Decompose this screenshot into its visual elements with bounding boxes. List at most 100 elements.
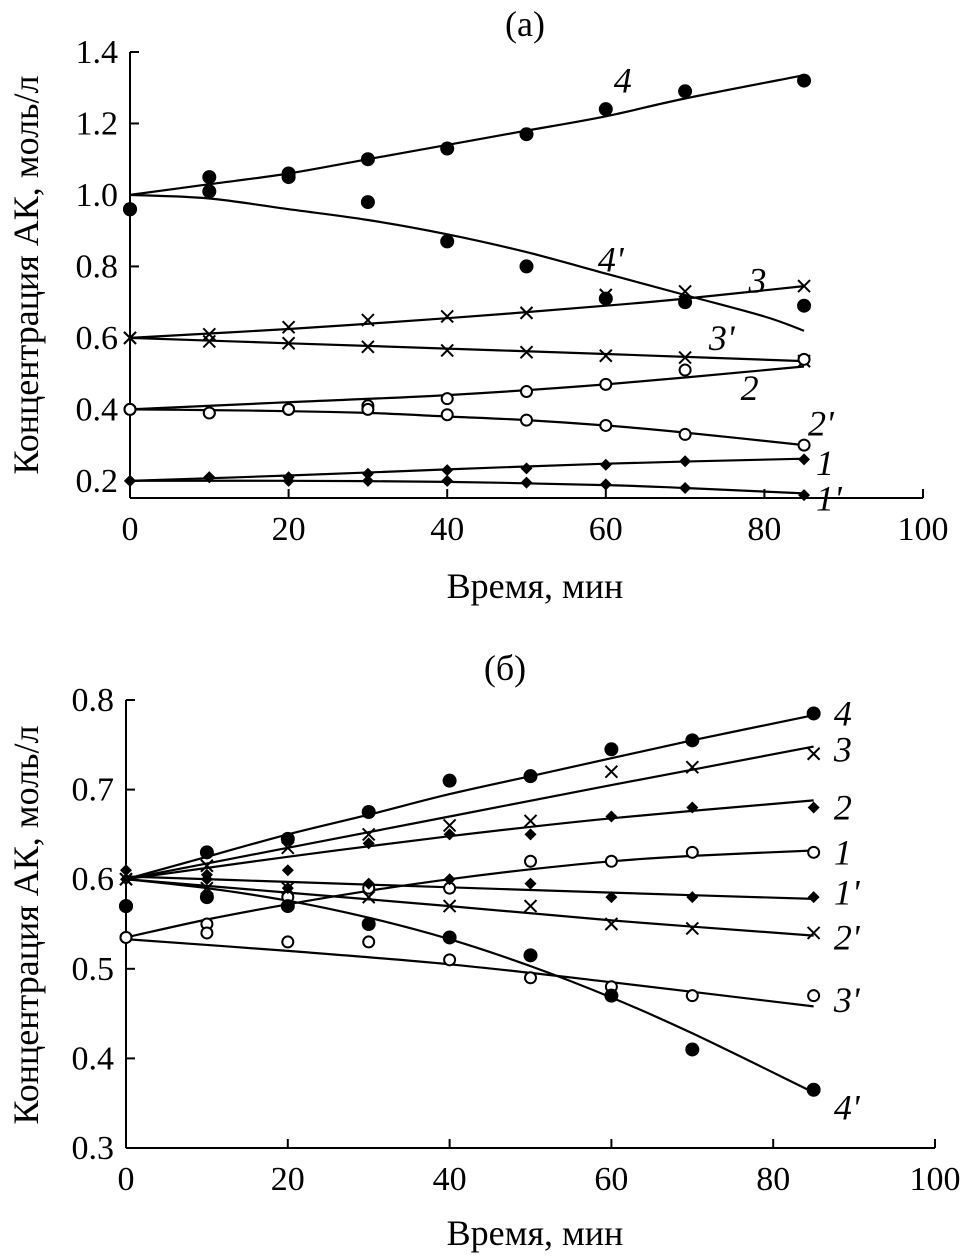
panel-b-data-point-4	[685, 733, 700, 748]
panel-b-data-point-2-prime	[523, 899, 538, 913]
panel-b-data-point-4-prime	[119, 899, 133, 914]
panel-b-data-point-2	[362, 837, 375, 850]
panel-a-data-point-2	[797, 352, 811, 366]
panel-b-curve-label-1: 1	[834, 832, 852, 872]
panel-a-data-point-2-prime	[202, 406, 216, 420]
panel-b-data-point-2-prime	[361, 890, 376, 904]
panel-a-data-points	[123, 73, 812, 502]
panel-a-x-tick-label: 40	[430, 511, 464, 548]
panel-a-data-point-1-prime	[679, 481, 692, 494]
panel-a-data-point-3	[440, 309, 454, 324]
panel-b-data-point-1-prime	[443, 873, 456, 886]
panel-a-data-point-1-prime	[124, 474, 136, 487]
panel-b-plot-area	[125, 700, 935, 1149]
panel-a-curve-label-1-prime: 1'	[816, 479, 843, 519]
panel-a-data-point-4	[202, 170, 217, 185]
panel-a-data-point-1-prime	[798, 489, 811, 502]
panel-a-curve-label-1: 1	[816, 443, 834, 483]
panel-a-data-point-1-prime	[520, 476, 533, 489]
panel-a-x-ticks: 0 20 40 60 80 100	[122, 489, 949, 548]
panel-b-curve-label-3: 3	[833, 729, 852, 769]
panel-b-y-tick-label: 0.5	[72, 951, 115, 988]
panel-a-data-point-4	[281, 170, 296, 185]
panel-a-data-point-4-prime	[519, 259, 534, 274]
panel-b-data-point-3	[361, 827, 376, 842]
panel-b-x-tick-label: 60	[594, 1161, 628, 1198]
panel-b-data-point-2	[524, 828, 537, 841]
panel-b-data-point-1-prime	[200, 873, 213, 886]
panel-a-data-point-4-prime	[360, 195, 375, 210]
panel-b-data-point-4	[442, 773, 457, 788]
panel-b-data-point-3-prime	[443, 953, 457, 967]
panel-b-data-point-4-prime	[604, 988, 619, 1003]
panel-a-data-point-3	[519, 306, 534, 320]
panel-a-y-tick-label: 0.4	[76, 391, 119, 428]
panel-a-data-point-3-prime	[440, 343, 454, 358]
panel-b-data-point-1	[524, 854, 537, 868]
panel-b-data-point-4-prime	[361, 917, 376, 931]
panel-a-data-point-1-prime	[282, 474, 295, 487]
panel-b-x-tick-label: 0	[118, 1161, 135, 1198]
panel-b-data-point-4-prime	[523, 948, 538, 963]
panel-a-fit-curve-1-prime	[129, 479, 805, 495]
panel-a-y-tick-label: 0.6	[76, 320, 119, 357]
panel-a-y-tick-label: 1.4	[76, 34, 119, 71]
panel-b-data-point-4-prime	[806, 1082, 821, 1097]
panel-a-data-point-1	[798, 453, 811, 466]
panel-b-y-tick-label: 0.8	[72, 682, 115, 719]
panel-b-y-ticks: 0.3 0.4 0.5 0.6 0.7 0.8	[72, 682, 135, 1167]
panel-a-fit-curve-1	[129, 457, 805, 482]
panel-a-data-point-4	[797, 73, 812, 88]
panel-b-data-point-4	[806, 706, 821, 721]
panel-a-data-point-1	[679, 455, 692, 468]
panel-a-data-point-4-prime	[440, 234, 455, 249]
panel-a-curve-label-3: 3	[748, 261, 767, 301]
panel-a-x-tick-label: 60	[589, 511, 623, 548]
panel-b-data-point-4	[361, 805, 376, 819]
panel-a-data-point-1-prime	[361, 474, 374, 487]
panel-b-data-point-2	[807, 801, 820, 814]
panel-a-data-point-4-prime	[598, 291, 613, 306]
panel-a-fit-curve-4-prime	[129, 193, 805, 332]
panel-b-data-point-4-prime	[442, 930, 457, 945]
panel-b-data-point-2-prime	[604, 917, 619, 931]
panel-a-data-point-1	[520, 462, 533, 475]
panel-b: (б) 0.30.40.50.60.70.8 0 20 40 60 80 100 4321…	[6, 648, 961, 1253]
panel-a-data-point-1-prime	[599, 478, 612, 491]
panel-b-data-point-3-prime	[362, 935, 376, 949]
panel-a-fit-curves	[129, 74, 805, 495]
panel-b-curve-label-2-prime: 2'	[834, 917, 861, 957]
panel-a-y-ticks: 0.2 0.4 0.6 0.8 1.0 1.2 1.4	[76, 34, 139, 500]
panel-b-data-point-3-prime	[685, 989, 699, 1003]
panel-b-fit-curve-4-prime	[125, 878, 815, 1094]
panel-b-y-tick-label: 0.7	[72, 772, 115, 809]
panel-a-data-point-3	[678, 284, 692, 299]
panel-b-data-point-1	[685, 845, 699, 859]
panel-b-data-point-4	[280, 831, 295, 846]
panel-a-data-point-4	[440, 141, 455, 156]
panel-b-fit-curve-3-prime	[125, 938, 814, 1008]
panel-b-data-point-3	[281, 841, 295, 855]
panel-a-y-axis-title: Концентрация АК, моль/л	[6, 76, 46, 475]
panel-b-data-point-2	[605, 810, 618, 823]
panel-a-data-point-4	[519, 127, 534, 142]
panel-b-data-point-2-prime	[685, 921, 700, 936]
panel-b-data-point-3	[442, 818, 457, 833]
panel-a-data-point-2-prime	[440, 408, 454, 422]
panel-b-data-point-2-prime	[442, 899, 457, 913]
panel-b-data-point-2	[443, 828, 456, 841]
panel-b-curve-label-4: 4	[834, 693, 852, 733]
panel-a-data-point-3	[281, 320, 296, 334]
panel-b-data-point-4-prime	[685, 1042, 700, 1057]
panel-a-y-tick-label: 0.2	[76, 463, 119, 500]
panel-a-data-point-2	[520, 385, 533, 399]
panel-a-x-tick-label: 20	[272, 511, 306, 548]
panel-b-data-point-1-prime	[524, 877, 537, 890]
panel-a-data-point-1	[441, 464, 454, 477]
panel-b-data-point-1-prime	[807, 891, 820, 904]
panel-a-curve-label-3-prime: 3'	[708, 318, 736, 358]
panel-a-y-tick-label: 1.2	[76, 105, 119, 142]
panel-b-data-point-2	[686, 801, 699, 814]
panel-b-fit-curve-4	[125, 714, 814, 881]
